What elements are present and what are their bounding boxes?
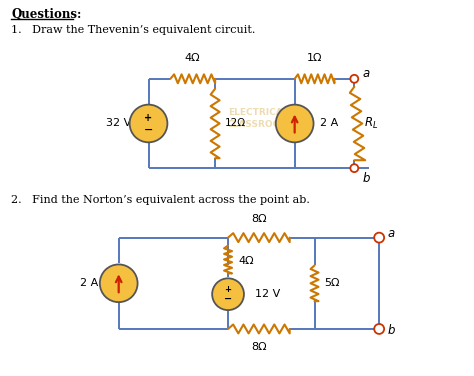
Circle shape [212, 278, 244, 310]
Text: 2.   Find the Norton’s equivalent across the point ab.: 2. Find the Norton’s equivalent across t… [11, 195, 310, 205]
Circle shape [350, 75, 358, 83]
Text: 12 V: 12 V [255, 289, 280, 299]
Text: 12Ω: 12Ω [225, 118, 246, 129]
Text: 8Ω: 8Ω [251, 342, 267, 352]
Text: −: − [224, 294, 232, 304]
Text: 32 V: 32 V [106, 118, 131, 129]
Text: 1Ω: 1Ω [307, 53, 322, 63]
Text: ELECTRICAL
CLASSROOM: ELECTRICAL CLASSROOM [226, 108, 290, 129]
Text: a: a [362, 67, 370, 80]
Circle shape [374, 324, 384, 334]
Text: −: − [144, 124, 153, 135]
Text: $R_L$: $R_L$ [364, 116, 379, 131]
Text: 4Ω: 4Ω [238, 256, 254, 267]
Circle shape [100, 264, 137, 302]
Text: 8Ω: 8Ω [251, 214, 267, 224]
Text: b: b [362, 171, 370, 185]
Text: b: b [387, 324, 395, 337]
Circle shape [350, 164, 358, 172]
Text: 2 A: 2 A [319, 118, 338, 129]
Circle shape [129, 105, 167, 143]
Text: Questions:: Questions: [11, 8, 82, 21]
Text: 4Ω: 4Ω [184, 53, 200, 63]
Text: 5Ω: 5Ω [325, 278, 340, 288]
Text: +: + [145, 112, 153, 123]
Text: 2 A: 2 A [80, 278, 98, 288]
Circle shape [276, 105, 313, 143]
Circle shape [374, 233, 384, 243]
Text: a: a [387, 227, 394, 240]
Text: 1.   Draw the Thevenin’s equivalent circuit.: 1. Draw the Thevenin’s equivalent circui… [11, 25, 255, 35]
Text: +: + [225, 285, 232, 294]
